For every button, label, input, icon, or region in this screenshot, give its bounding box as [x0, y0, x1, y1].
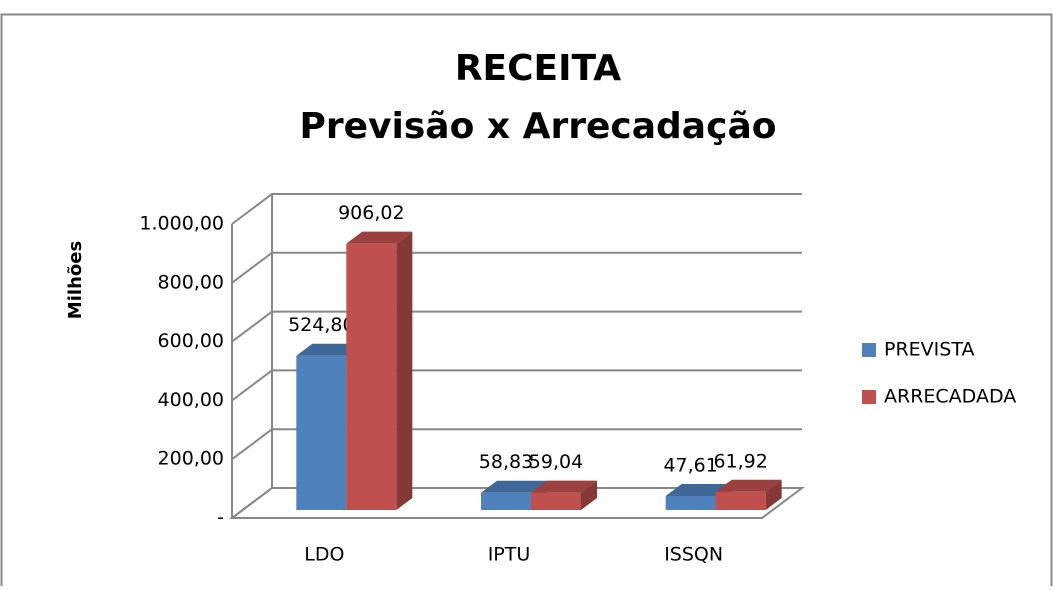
data-label: 59,04: [529, 451, 583, 473]
y-tick-label: 200,00: [158, 448, 224, 470]
data-label: 524,80: [288, 314, 354, 336]
x-tick-label: ISSQN: [664, 544, 723, 566]
bar-top: [665, 484, 732, 497]
bar-side: [396, 231, 413, 510]
bar-top: [531, 480, 597, 493]
bar-front: [346, 243, 397, 510]
grid-line: [231, 251, 802, 284]
data-label: 61,92: [713, 450, 767, 472]
legend-label: ARRECADADA: [884, 386, 1016, 408]
bar-front: [481, 492, 531, 510]
y-tick-label: 600,00: [158, 330, 224, 352]
legend-swatch: [862, 390, 876, 404]
bar-side: [765, 479, 782, 510]
chart-subtitle: Previsão x Arrecadação: [300, 106, 777, 147]
legend-label: PREVISTA: [884, 339, 974, 361]
bar-top: [346, 231, 413, 244]
x-tick-label: IPTU: [488, 544, 531, 566]
bar-top: [715, 479, 782, 492]
grid-line: [231, 310, 802, 343]
bar-top: [296, 343, 363, 356]
grid-line: [231, 487, 802, 519]
bar: [715, 479, 782, 510]
x-tick-label: LDO: [304, 544, 344, 566]
y-tick-label: 800,00: [158, 271, 224, 293]
bar-front: [715, 491, 766, 510]
bar-side: [581, 480, 597, 510]
bar-front: [296, 355, 347, 510]
grid-line: [231, 193, 802, 225]
bar: [346, 231, 413, 510]
bar-front: [665, 496, 716, 510]
grid-line: [231, 369, 802, 402]
bar-front: [531, 492, 581, 510]
chart-title: RECEITA: [455, 48, 621, 89]
data-label: 906,02: [338, 202, 404, 224]
bar-top: [481, 480, 547, 493]
y-tick-label: 400,00: [158, 389, 224, 411]
data-label: 47,61: [663, 455, 717, 477]
data-label: 58,83: [479, 451, 533, 473]
legend-swatch: [862, 343, 876, 357]
y-tick-label: 1.000,00: [139, 213, 224, 235]
grid-line: [231, 428, 802, 461]
y-tick-label: -: [217, 507, 224, 529]
y-axis-title: Milhões: [65, 241, 86, 319]
bar: [531, 480, 597, 510]
